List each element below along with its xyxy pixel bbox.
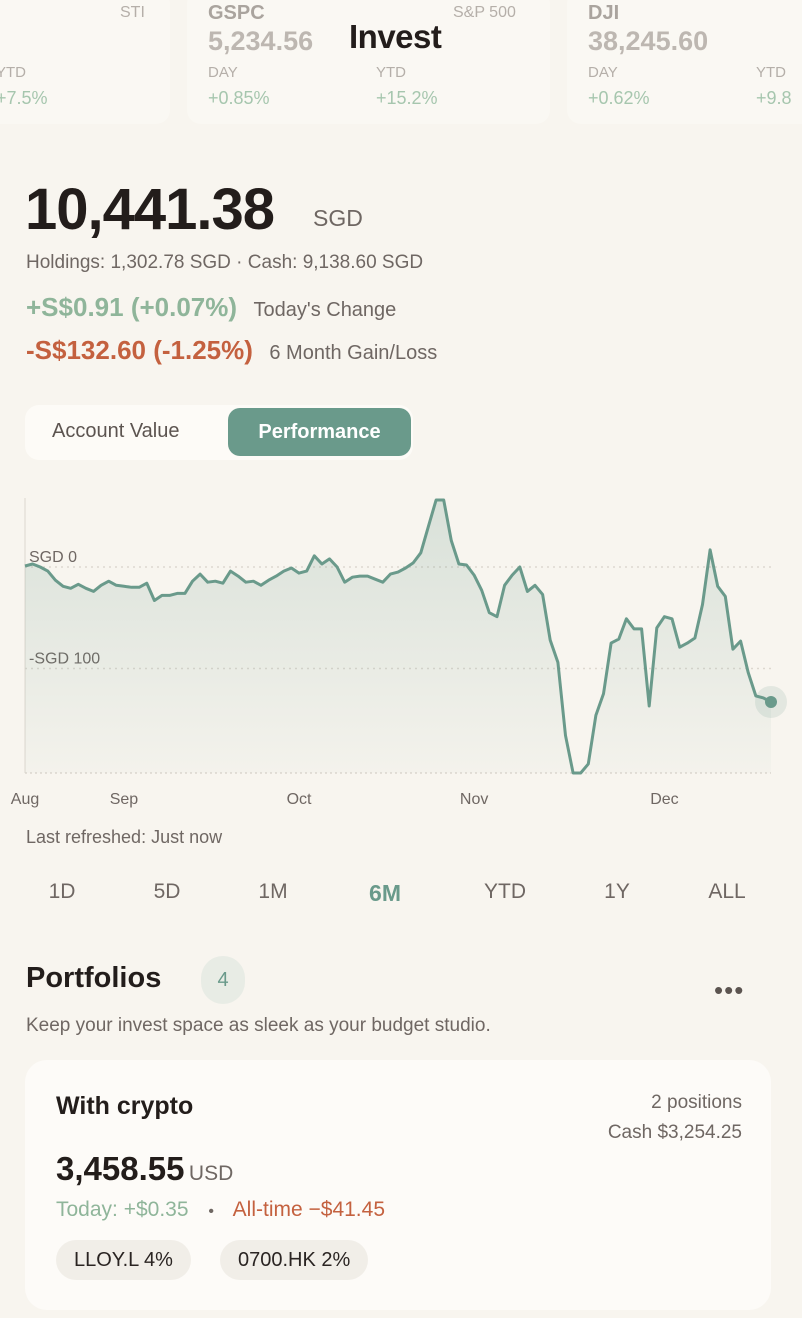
range-5d[interactable]: 5D — [153, 880, 181, 903]
toggle-performance[interactable]: Performance — [228, 408, 411, 456]
range-1m[interactable]: 1M — [258, 880, 288, 903]
ytd-label: YTD — [0, 64, 26, 81]
ticker-symbol: GSPC — [208, 2, 265, 24]
ticker-name: S&P 500 — [453, 4, 516, 21]
today-change-label: Today's Change — [253, 299, 397, 321]
ticker-name: STI — [120, 4, 145, 21]
holding-chip[interactable]: LLOY.L 4% — [56, 1240, 191, 1280]
today-change-row: +S$0.91 (+0.07%) Today's Change — [26, 292, 396, 323]
account-value: 10,441.38 — [25, 177, 275, 242]
ticker-price: 5,234.56 — [208, 26, 314, 56]
series-line — [24, 498, 772, 775]
ticker-symbol: DJI — [588, 2, 620, 24]
portfolio-name: With crypto — [56, 1092, 194, 1120]
more-options-icon[interactable]: ••• — [714, 975, 745, 1005]
ticker-card-sti[interactable]: STI YTD +7.5% — [0, 0, 170, 124]
x-tick-label: Oct — [287, 791, 312, 808]
range-ytd[interactable]: YTD — [484, 880, 526, 903]
period-change-label: 6 Month Gain/Loss — [269, 342, 438, 364]
day-value: +0.62% — [588, 88, 650, 108]
holding-chip[interactable]: 0700.HK 2% — [220, 1240, 369, 1280]
portfolio-positions: 2 positions — [651, 1092, 742, 1113]
range-1d[interactable]: 1D — [48, 880, 76, 903]
last-refreshed: Last refreshed: Just now — [26, 827, 223, 847]
performance-chart[interactable]: SGD 0-SGD 100AugSepOctNovDec — [0, 480, 802, 810]
area-fill — [25, 500, 771, 773]
x-tick-label: Sep — [110, 791, 139, 808]
account-currency: SGD — [313, 205, 363, 231]
ytd-value: +7.5% — [0, 88, 48, 108]
portfolio-today-change: Today: +$0.35 — [56, 1198, 189, 1221]
y-tick-label: SGD 0 — [29, 549, 77, 566]
account-breakdown: Holdings: 1,302.78 SGD · Cash: 9,138.60 … — [26, 252, 424, 273]
portfolio-value-row: 3,458.55 USD — [56, 1150, 233, 1188]
last-point-marker — [765, 695, 777, 708]
ytd-label: YTD — [756, 64, 786, 81]
toggle-account-value[interactable]: Account Value — [52, 420, 180, 442]
x-tick-label: Dec — [650, 791, 678, 808]
range-6m[interactable]: 6M — [369, 880, 401, 906]
period-change-row: -S$132.60 (-1.25%) 6 Month Gain/Loss — [26, 335, 437, 366]
portfolios-subtitle: Keep your invest space as sleek as your … — [26, 1015, 491, 1036]
ytd-label: YTD — [376, 64, 406, 81]
range-all[interactable]: ALL — [708, 880, 746, 903]
separator-dot: • — [208, 1203, 214, 1220]
portfolio-cash: Cash $3,254.25 — [607, 1122, 742, 1143]
today-change: +S$0.91 (+0.07%) — [26, 292, 238, 322]
portfolio-value: 3,458.55 — [56, 1150, 185, 1187]
portfolio-changes: Today: +$0.35 • All-time −$41.45 — [56, 1198, 385, 1222]
portfolio-currency: USD — [188, 1162, 234, 1185]
range-1y[interactable]: 1Y — [604, 880, 630, 903]
portfolio-alltime-change: All-time −$41.45 — [232, 1198, 386, 1221]
x-tick-label: Nov — [460, 791, 488, 808]
ticker-price: 38,245.60 — [588, 26, 709, 56]
x-tick-label: Aug — [11, 791, 39, 808]
ticker-card-gspc[interactable]: GSPC S&P 500 5,234.56 DAY +0.85% YTD +15… — [187, 0, 550, 124]
chart-mode-toggle: Account Value Performance — [25, 405, 413, 460]
portfolios-title: Portfolios — [26, 962, 162, 994]
ytd-value: +15.2% — [376, 88, 438, 108]
ytd-value: +9.8 — [756, 88, 792, 108]
period-change: -S$132.60 (-1.25%) — [26, 335, 253, 365]
day-label: DAY — [588, 64, 618, 81]
day-label: DAY — [208, 64, 238, 81]
page-title: Invest — [349, 18, 442, 55]
ticker-card-dji[interactable]: DJI 38,245.60 DAY +0.62% YTD +9.8 — [567, 0, 802, 124]
portfolios-count-badge: 4 — [201, 956, 245, 1004]
day-value: +0.85% — [208, 88, 270, 108]
